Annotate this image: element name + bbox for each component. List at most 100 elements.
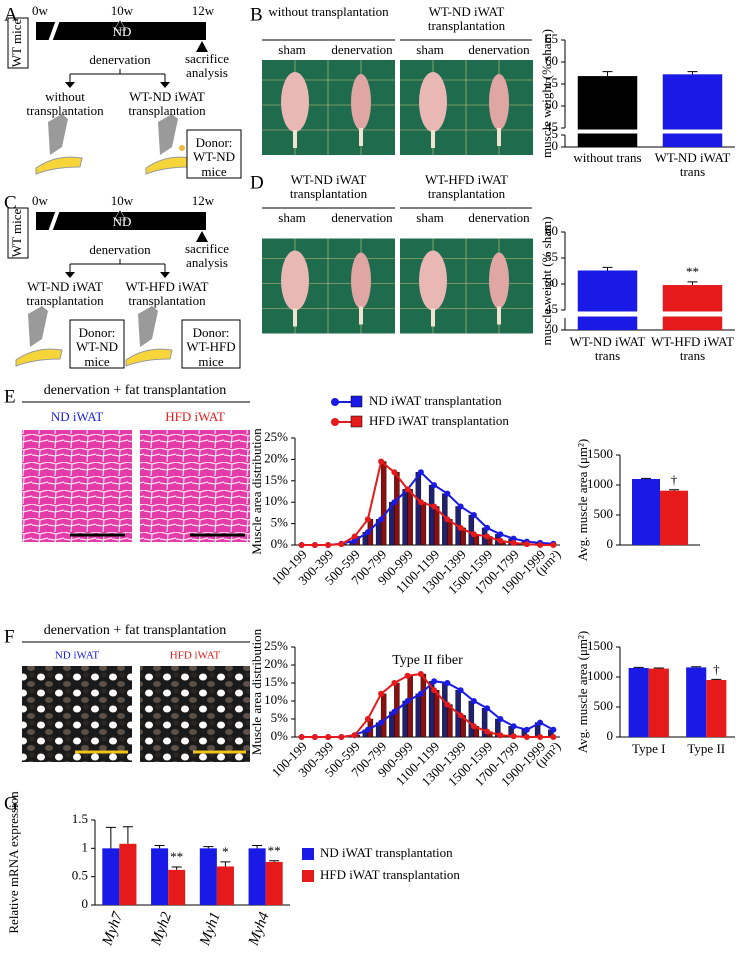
point bbox=[523, 734, 530, 740]
bar bbox=[686, 667, 707, 737]
point bbox=[364, 726, 371, 733]
point bbox=[510, 733, 517, 740]
donor-label: Donor: WT-ND mice bbox=[75, 325, 119, 369]
bar bbox=[577, 270, 638, 330]
condition-label: sham bbox=[278, 210, 305, 225]
error-bar bbox=[269, 860, 280, 862]
image-label: HFD iWAT bbox=[165, 409, 225, 424]
bar bbox=[415, 693, 422, 738]
point bbox=[550, 726, 557, 733]
time-label: 10w bbox=[111, 3, 134, 18]
error-bar bbox=[691, 666, 702, 668]
point bbox=[391, 708, 398, 715]
y-tick-label: 1500 bbox=[587, 446, 613, 461]
point bbox=[497, 537, 504, 544]
x-tick-label: Myh1 bbox=[197, 910, 224, 949]
legend-marker bbox=[331, 418, 339, 426]
chart-title: Type II fiber bbox=[392, 653, 463, 668]
point bbox=[351, 537, 358, 544]
arm-label: without transplantation bbox=[26, 89, 104, 119]
error-bar bbox=[122, 826, 133, 844]
y-axis-label: Avg. muscle area (μm²) bbox=[575, 439, 590, 562]
y-tick-label: 1 bbox=[82, 839, 89, 854]
bar bbox=[380, 461, 387, 546]
y-tick-label: 1.5 bbox=[72, 811, 88, 826]
error-bar bbox=[154, 845, 165, 849]
point bbox=[364, 716, 371, 722]
significance-mark: † bbox=[671, 472, 678, 487]
image-header: denervation + fat transplantation bbox=[44, 623, 226, 638]
panel-letter: F bbox=[4, 626, 15, 647]
condition-label: denervation bbox=[468, 210, 530, 225]
point bbox=[484, 728, 491, 735]
point bbox=[497, 716, 504, 722]
time-label: 0w bbox=[32, 3, 49, 18]
diet-label: ND bbox=[113, 24, 132, 39]
group-label: WT-ND iWAT transplantation bbox=[427, 4, 506, 34]
point bbox=[550, 542, 557, 548]
point bbox=[431, 482, 438, 489]
y-tick-label: 0% bbox=[271, 536, 289, 551]
point bbox=[364, 516, 371, 523]
legend-label: ND iWAT transplantation bbox=[320, 845, 453, 860]
micrograph bbox=[140, 666, 250, 762]
arm-label: WT-HFD iWAT transplantation bbox=[125, 279, 209, 309]
point bbox=[497, 732, 504, 739]
axis-break bbox=[559, 129, 741, 134]
group-label: without transplantation bbox=[268, 4, 389, 19]
significance-mark: † bbox=[713, 661, 720, 676]
point bbox=[523, 726, 530, 733]
point bbox=[444, 701, 451, 708]
bar bbox=[442, 682, 448, 738]
y-axis-label: Avg. muscle area (μm²) bbox=[575, 631, 590, 754]
y-tick-label: 60 bbox=[545, 53, 558, 68]
legend-marker bbox=[331, 398, 339, 406]
x-tick-label: Type I bbox=[632, 741, 666, 756]
image-label: ND iWAT bbox=[51, 409, 103, 424]
point bbox=[470, 698, 477, 704]
point bbox=[417, 690, 424, 697]
series-line bbox=[301, 470, 554, 546]
micrograph bbox=[22, 666, 132, 762]
error-bar bbox=[252, 845, 263, 849]
axis-break bbox=[559, 311, 741, 317]
point bbox=[391, 499, 398, 506]
error-bar bbox=[602, 266, 613, 271]
y-tick-label: 50 bbox=[545, 97, 558, 112]
point bbox=[444, 490, 451, 497]
y-tick-label: 500 bbox=[594, 506, 614, 521]
bar bbox=[632, 479, 660, 545]
legend-label: HFD iWAT transplantation bbox=[369, 413, 509, 428]
error-bar bbox=[687, 71, 698, 75]
panel-letter: G bbox=[4, 793, 18, 814]
legend-label: ND iWAT transplantation bbox=[369, 393, 502, 408]
x-tick-label: without trans bbox=[573, 150, 642, 165]
y-tick-label: 50 bbox=[545, 275, 558, 290]
error-bar bbox=[633, 666, 644, 668]
group-label: WT-ND iWAT transplantation bbox=[289, 172, 368, 202]
mouse-label: WT mice bbox=[9, 19, 24, 68]
point bbox=[484, 705, 491, 712]
point bbox=[404, 672, 411, 679]
step-label: sacrifice analysis bbox=[184, 241, 230, 271]
error-bar bbox=[653, 667, 664, 669]
point bbox=[470, 531, 477, 538]
image-label: ND iWAT bbox=[55, 650, 100, 662]
point bbox=[537, 719, 544, 726]
error-bar bbox=[669, 489, 679, 491]
point bbox=[378, 719, 385, 726]
time-label: 0w bbox=[32, 193, 49, 208]
series-line bbox=[301, 680, 554, 738]
point bbox=[338, 734, 345, 740]
arm-label: WT-ND iWAT transplantation bbox=[128, 89, 206, 119]
point bbox=[391, 680, 398, 686]
significance-mark: * bbox=[222, 844, 229, 859]
bar bbox=[168, 869, 186, 905]
error-bar bbox=[687, 281, 698, 286]
muscle-photo bbox=[262, 237, 395, 335]
legend-swatch bbox=[302, 870, 314, 882]
y-axis-label: Muscle area distribution bbox=[249, 428, 264, 555]
y-tick-label: 25% bbox=[264, 638, 288, 653]
muscle-photo bbox=[400, 237, 533, 335]
